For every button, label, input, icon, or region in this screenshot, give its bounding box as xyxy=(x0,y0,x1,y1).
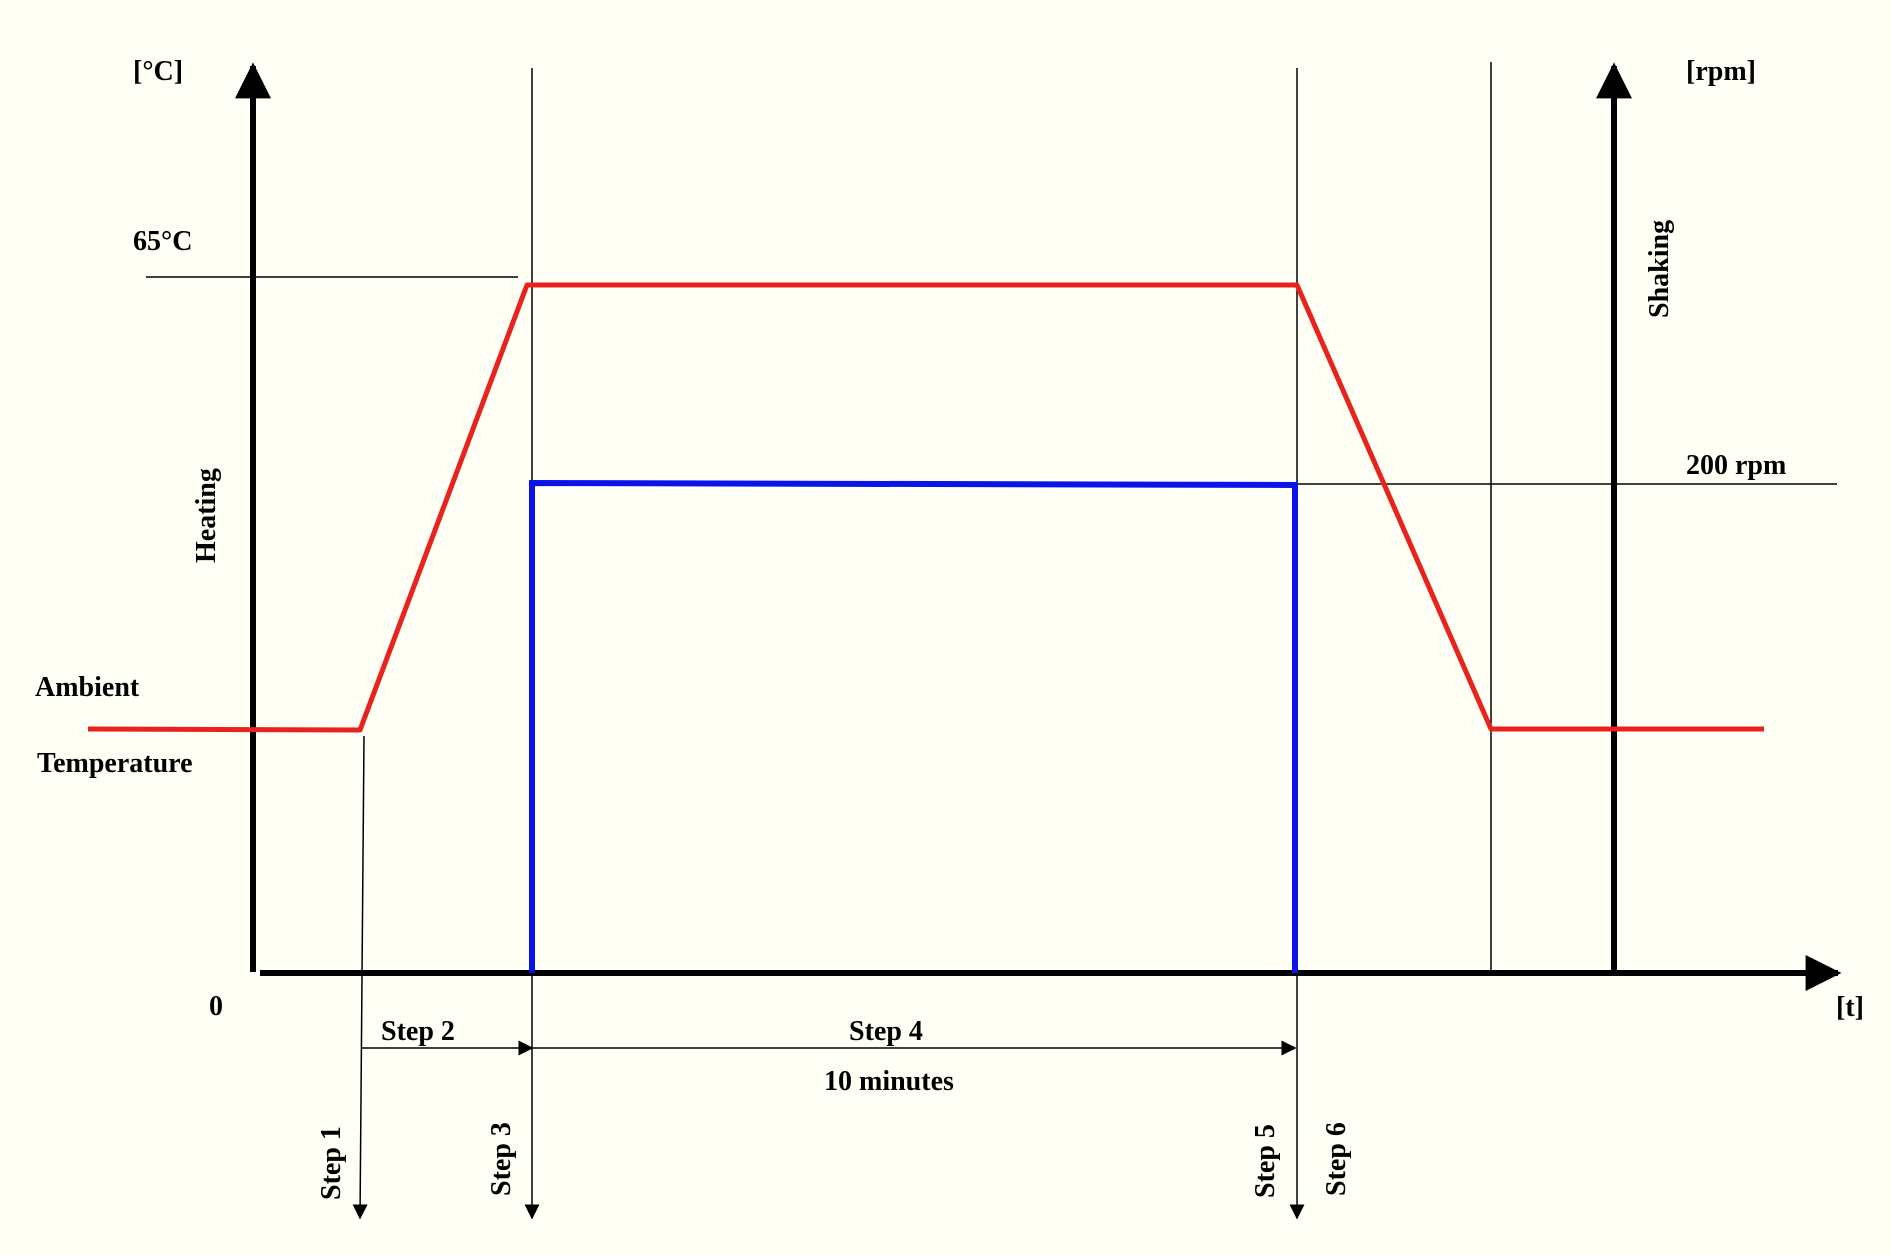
temperature-label: Temperature xyxy=(37,748,193,779)
shaking-axis-label: Shaking xyxy=(1644,220,1675,318)
rpm-unit-label: [rpm] xyxy=(1686,56,1756,87)
temp-setpoint-label: 65°C xyxy=(133,226,192,257)
step4-label: Step 4 xyxy=(849,1016,923,1047)
step1-label: Step 1 xyxy=(316,1126,347,1200)
step2-label: Step 2 xyxy=(381,1016,455,1047)
origin-label: 0 xyxy=(209,991,223,1022)
temperature-profile-line xyxy=(87,282,1764,733)
step1-arrow xyxy=(352,735,368,1220)
heating-axis-label: Heating xyxy=(191,468,222,563)
duration-label: 10 minutes xyxy=(824,1066,954,1097)
shaking-profile-line xyxy=(529,479,1298,973)
step5-label: Step 5 xyxy=(1250,1124,1281,1198)
rpm-setpoint-label: 200 rpm xyxy=(1686,450,1786,481)
step3-label: Step 3 xyxy=(486,1122,517,1196)
time-unit-label: [t] xyxy=(1836,992,1864,1023)
ambient-label: Ambient xyxy=(35,672,140,703)
step6-label: Step 6 xyxy=(1321,1122,1352,1196)
temp-unit-label: [°C] xyxy=(133,56,183,87)
